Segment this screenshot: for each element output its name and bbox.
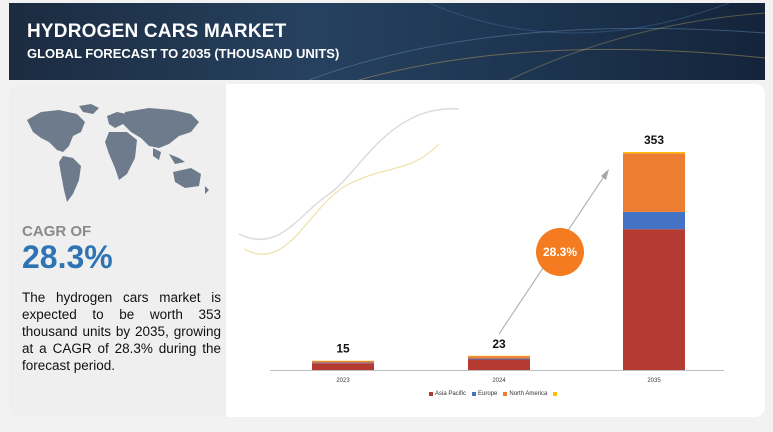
bar-segment	[623, 152, 685, 154]
page-subtitle: GLOBAL FORECAST TO 2035 (THOUSAND UNITS)	[27, 46, 340, 61]
x-tick-label: 2035	[647, 378, 661, 384]
bar-segment	[623, 211, 685, 230]
legend-label: North America	[509, 391, 548, 397]
x-tick-label: 2023	[336, 378, 350, 384]
cagr-label: CAGR OF	[22, 223, 92, 240]
stacked-bar-chart: 15 2023 23 2024 353 2035 28.3%	[238, 108, 724, 384]
legend-item	[553, 392, 559, 396]
world-map-icon	[27, 104, 209, 202]
page-title: HYDROGEN CARS MARKET	[27, 21, 287, 42]
bar-segment	[312, 363, 374, 370]
growth-arrowhead	[601, 169, 609, 180]
legend-label: Europe	[478, 391, 498, 397]
legend-item: North America	[503, 391, 547, 397]
bar-total-label: 15	[336, 342, 350, 356]
legend-swatch	[553, 392, 558, 396]
content-panel: CAGR OF 28.3% The hydrogen cars market i…	[9, 84, 765, 417]
market-description: The hydrogen cars market is expected to …	[22, 290, 221, 373]
bar-segment	[623, 153, 685, 212]
x-tick-label: 2024	[492, 378, 506, 384]
legend-swatch	[472, 392, 477, 396]
bar-segment	[468, 359, 530, 370]
bar-total-label: 353	[644, 133, 664, 147]
header-banner: HYDROGEN CARS MARKET GLOBAL FORECAST TO …	[9, 3, 765, 80]
legend-item: Europe	[472, 391, 497, 397]
header-decoration	[308, 3, 765, 80]
legend-swatch	[429, 392, 433, 396]
cagr-bubble	[536, 228, 584, 276]
summary-panel: CAGR OF 28.3% The hydrogen cars market i…	[9, 84, 226, 417]
decor-swoosh-gray	[238, 108, 460, 241]
bar-segment	[312, 362, 374, 364]
bar-segment	[623, 229, 685, 370]
bar-segment	[468, 358, 530, 360]
cagr-bubble-label: 28.3%	[543, 245, 577, 259]
bar-segment	[468, 356, 530, 359]
cagr-value: 28.3%	[22, 239, 113, 275]
legend-label: Asia Pacific	[435, 391, 467, 397]
bar-total-label: 23	[492, 337, 506, 351]
chart-legend: Asia Pacific Europe North America	[429, 391, 559, 397]
decor-swoosh-yellow	[243, 143, 440, 255]
legend-item: Asia Pacific	[429, 391, 466, 397]
legend-swatch	[503, 392, 508, 396]
bar-segment	[312, 361, 374, 363]
